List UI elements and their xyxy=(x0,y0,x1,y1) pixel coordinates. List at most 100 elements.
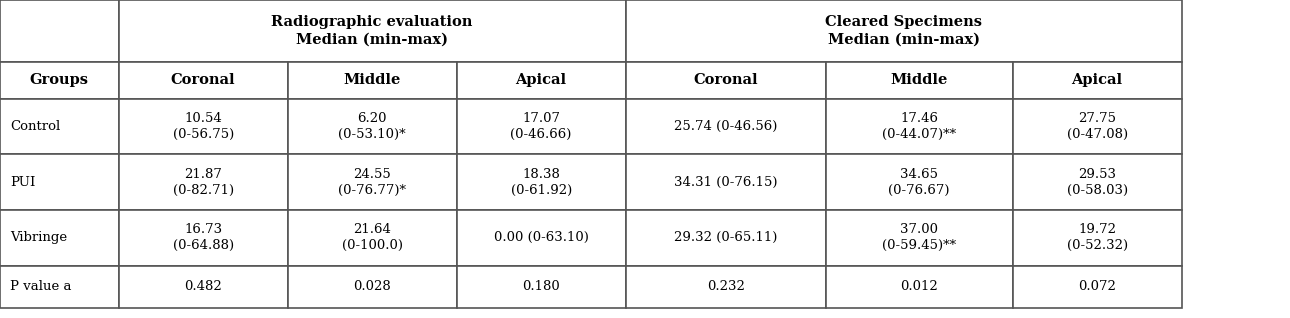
Bar xyxy=(119,0,626,62)
Bar xyxy=(119,99,288,154)
Bar xyxy=(288,154,457,210)
Text: Apical: Apical xyxy=(1072,73,1122,87)
Text: Coronal: Coronal xyxy=(693,73,759,87)
Text: PUI: PUI xyxy=(10,176,36,189)
Text: 17.07
(0-46.66): 17.07 (0-46.66) xyxy=(511,112,571,141)
Bar xyxy=(1013,266,1182,308)
Text: Apical: Apical xyxy=(516,73,566,87)
Text: 37.00
(0-59.45)**: 37.00 (0-59.45)** xyxy=(882,223,956,252)
Bar xyxy=(288,266,457,308)
Bar xyxy=(288,210,457,266)
Text: 17.46
(0-44.07)**: 17.46 (0-44.07)** xyxy=(882,112,956,141)
Text: 10.54
(0-56.75): 10.54 (0-56.75) xyxy=(173,112,233,141)
Bar xyxy=(457,154,626,210)
Bar xyxy=(1013,154,1182,210)
Text: 18.38
(0-61.92): 18.38 (0-61.92) xyxy=(511,168,571,197)
Bar xyxy=(0,154,119,210)
Text: 21.87
(0-82.71): 21.87 (0-82.71) xyxy=(173,168,233,197)
Bar xyxy=(626,154,826,210)
Bar xyxy=(0,0,119,62)
Text: 34.65
(0-76.67): 34.65 (0-76.67) xyxy=(889,168,949,197)
Text: 29.32 (0-65.11): 29.32 (0-65.11) xyxy=(673,231,778,244)
Text: 16.73
(0-64.88): 16.73 (0-64.88) xyxy=(173,223,233,252)
Bar xyxy=(0,266,119,308)
Bar xyxy=(119,154,288,210)
Bar xyxy=(119,210,288,266)
Bar xyxy=(119,62,288,99)
Bar xyxy=(626,0,1182,62)
Text: 0.028: 0.028 xyxy=(353,280,391,294)
Text: 0.180: 0.180 xyxy=(522,280,560,294)
Bar xyxy=(119,0,626,62)
Bar xyxy=(457,210,626,266)
Text: 27.75
(0-47.08): 27.75 (0-47.08) xyxy=(1067,112,1127,141)
Bar xyxy=(119,99,288,154)
Bar xyxy=(626,154,826,210)
Text: Radiographic evaluation
Median (min-max): Radiographic evaluation Median (min-max) xyxy=(271,15,473,47)
Bar xyxy=(457,266,626,308)
Bar xyxy=(826,62,1013,99)
Bar xyxy=(826,266,1013,308)
Text: 0.00 (0-63.10): 0.00 (0-63.10) xyxy=(494,231,588,244)
Bar xyxy=(826,154,1013,210)
Text: 21.64
(0-100.0): 21.64 (0-100.0) xyxy=(342,223,402,252)
Bar xyxy=(626,266,826,308)
Text: 19.72
(0-52.32): 19.72 (0-52.32) xyxy=(1067,223,1127,252)
Bar xyxy=(0,154,119,210)
Bar xyxy=(119,154,288,210)
Bar xyxy=(626,210,826,266)
Bar xyxy=(457,154,626,210)
Bar xyxy=(457,210,626,266)
Bar xyxy=(457,99,626,154)
Bar xyxy=(1013,210,1182,266)
Bar xyxy=(826,62,1013,99)
Text: 25.74 (0-46.56): 25.74 (0-46.56) xyxy=(673,120,778,133)
Bar xyxy=(0,266,119,308)
Text: 29.53
(0-58.03): 29.53 (0-58.03) xyxy=(1067,168,1127,197)
Text: 24.55
(0-76.77)*: 24.55 (0-76.77)* xyxy=(338,168,406,197)
Bar xyxy=(288,210,457,266)
Bar xyxy=(1013,62,1182,99)
Bar xyxy=(826,99,1013,154)
Text: Cleared Specimens
Median (min-max): Cleared Specimens Median (min-max) xyxy=(826,15,982,47)
Bar xyxy=(288,266,457,308)
Bar xyxy=(626,62,826,99)
Bar xyxy=(457,99,626,154)
Text: Vibringe: Vibringe xyxy=(10,231,67,244)
Bar xyxy=(826,210,1013,266)
Text: 6.20
(0-53.10)*: 6.20 (0-53.10)* xyxy=(338,112,406,141)
Bar xyxy=(0,99,119,154)
Text: 0.232: 0.232 xyxy=(707,280,744,294)
Bar xyxy=(288,154,457,210)
Bar xyxy=(119,210,288,266)
Bar xyxy=(826,154,1013,210)
Bar xyxy=(119,266,288,308)
Bar xyxy=(1013,99,1182,154)
Text: Middle: Middle xyxy=(890,73,948,87)
Bar xyxy=(626,99,826,154)
Text: 34.31 (0-76.15): 34.31 (0-76.15) xyxy=(673,176,778,189)
Bar xyxy=(0,0,119,62)
Bar xyxy=(288,62,457,99)
Bar xyxy=(826,210,1013,266)
Bar xyxy=(0,62,119,99)
Bar xyxy=(1013,210,1182,266)
Bar xyxy=(119,62,288,99)
Bar xyxy=(626,0,1182,62)
Bar xyxy=(0,210,119,266)
Text: Middle: Middle xyxy=(343,73,401,87)
Bar xyxy=(119,266,288,308)
Bar xyxy=(626,210,826,266)
Bar xyxy=(457,62,626,99)
Text: 0.012: 0.012 xyxy=(900,280,938,294)
Bar xyxy=(626,62,826,99)
Bar xyxy=(0,210,119,266)
Bar xyxy=(1013,266,1182,308)
Bar xyxy=(826,266,1013,308)
Text: P value a: P value a xyxy=(10,280,72,294)
Text: Coronal: Coronal xyxy=(170,73,236,87)
Bar xyxy=(626,99,826,154)
Text: Groups: Groups xyxy=(30,73,89,87)
Bar xyxy=(1013,62,1182,99)
Bar xyxy=(626,266,826,308)
